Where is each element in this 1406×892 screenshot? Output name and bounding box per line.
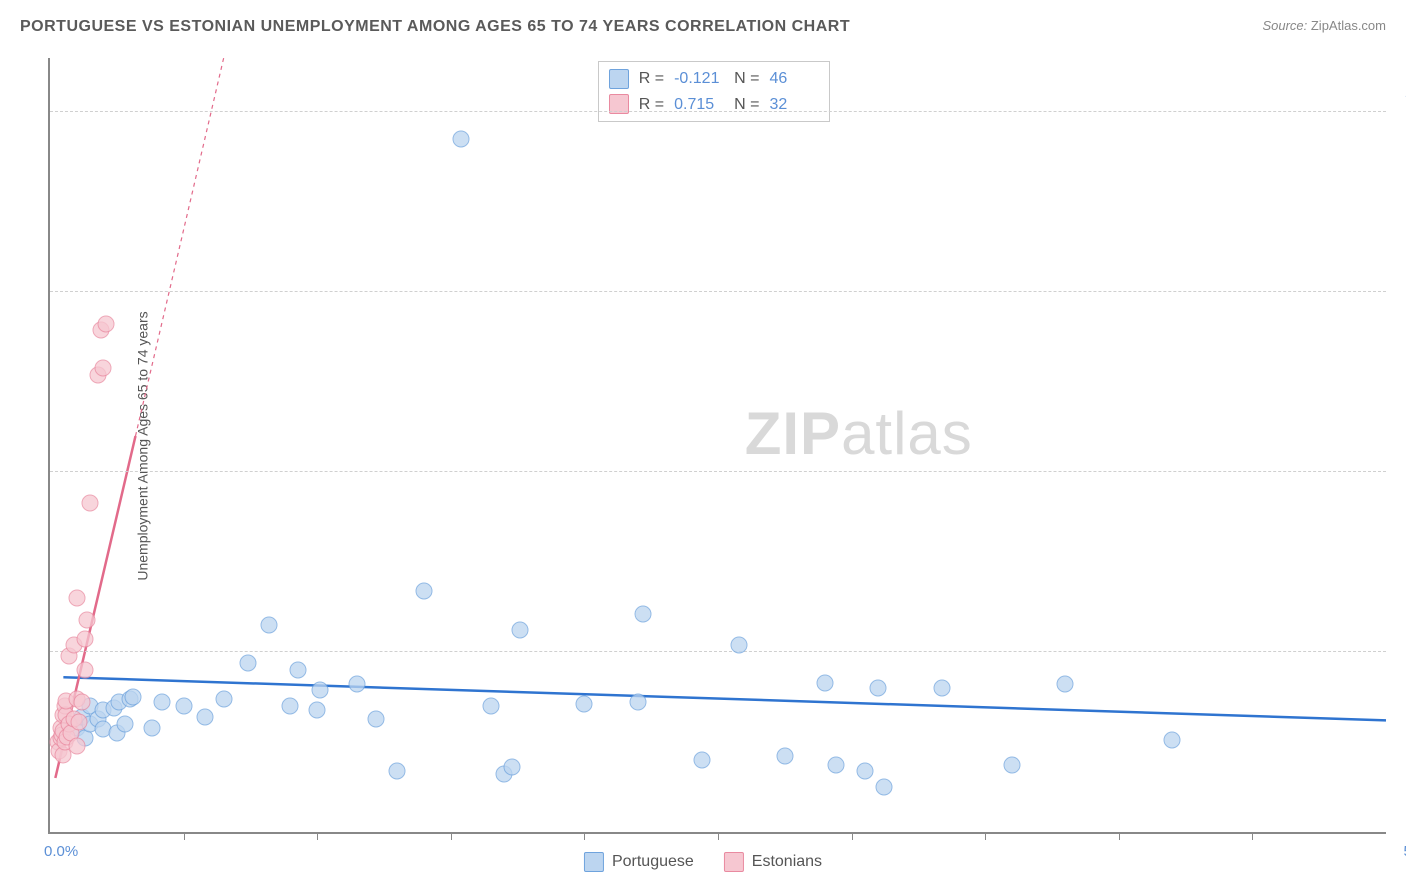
data-point [82, 494, 99, 511]
data-point [453, 131, 470, 148]
source-prefix: Source: [1262, 18, 1310, 33]
y-tick-label: 30.0% [1393, 267, 1406, 284]
stats-row: R = 0.715 N = 32 [609, 92, 820, 118]
series-swatch [609, 69, 629, 89]
data-point [309, 701, 326, 718]
r-label: R = [639, 66, 664, 92]
data-point [68, 590, 85, 607]
n-value: 32 [769, 92, 819, 118]
watermark: ZIPatlas [745, 399, 973, 468]
data-point [71, 714, 88, 731]
x-tick [317, 832, 318, 840]
x-tick [584, 832, 585, 840]
y-tick-label: 20.0% [1393, 447, 1406, 464]
r-value: -0.121 [674, 66, 724, 92]
data-point [290, 662, 307, 679]
watermark-rest: atlas [841, 400, 973, 467]
data-point [576, 696, 593, 713]
data-point [504, 759, 521, 776]
data-point [827, 757, 844, 774]
data-point [934, 680, 951, 697]
chart-title: PORTUGUESE VS ESTONIAN UNEMPLOYMENT AMON… [20, 18, 850, 36]
legend-item: Portuguese [584, 852, 694, 872]
legend-swatch [584, 852, 604, 872]
data-point [79, 611, 96, 628]
data-point [154, 694, 171, 711]
data-point [349, 676, 366, 693]
x-tick [985, 832, 986, 840]
n-label: N = [734, 92, 759, 118]
stats-row: R = -0.121 N = 46 [609, 66, 820, 92]
y-tick-label: 10.0% [1393, 627, 1406, 644]
gridline [50, 291, 1386, 292]
x-tick [184, 832, 185, 840]
data-point [416, 582, 433, 599]
r-label: R = [639, 92, 664, 118]
data-point [512, 622, 529, 639]
x-tick [1252, 832, 1253, 840]
data-point [870, 680, 887, 697]
source-label: Source: ZipAtlas.com [1262, 18, 1386, 33]
data-point [261, 617, 278, 634]
data-point [635, 606, 652, 623]
source-site: ZipAtlas.com [1311, 18, 1386, 33]
gridline [50, 111, 1386, 112]
data-point [776, 748, 793, 765]
data-point [693, 752, 710, 769]
data-point [367, 710, 384, 727]
data-point [856, 762, 873, 779]
data-point [482, 698, 499, 715]
x-tick-label: 0.0% [44, 843, 78, 860]
data-point [311, 681, 328, 698]
legend-label: Estonians [752, 853, 822, 871]
n-label: N = [734, 66, 759, 92]
data-point [175, 698, 192, 715]
data-point [816, 674, 833, 691]
stats-legend: R = -0.121 N = 46 R = 0.715 N = 32 [598, 61, 831, 122]
data-point [76, 662, 93, 679]
gridline [50, 471, 1386, 472]
legend-item: Estonians [724, 852, 822, 872]
x-tick [852, 832, 853, 840]
bottom-legend: Portuguese Estonians [584, 852, 822, 872]
data-point [239, 654, 256, 671]
data-point [629, 694, 646, 711]
data-point [1057, 676, 1074, 693]
data-point [1164, 732, 1181, 749]
data-point [116, 716, 133, 733]
r-value: 0.715 [674, 92, 724, 118]
data-point [98, 316, 115, 333]
data-point [76, 631, 93, 648]
legend-swatch [724, 852, 744, 872]
legend-label: Portuguese [612, 853, 694, 871]
y-tick-label: 40.0% [1393, 87, 1406, 104]
data-point [731, 636, 748, 653]
x-tick [718, 832, 719, 840]
n-value: 46 [769, 66, 819, 92]
data-point [282, 698, 299, 715]
data-point [124, 689, 141, 706]
data-point [389, 762, 406, 779]
gridline [50, 651, 1386, 652]
data-point [143, 719, 160, 736]
data-point [875, 779, 892, 796]
data-point [95, 359, 112, 376]
data-point [74, 694, 91, 711]
data-point [68, 737, 85, 754]
x-tick [451, 832, 452, 840]
x-tick [1119, 832, 1120, 840]
trend-lines [50, 58, 1386, 832]
data-point [1003, 757, 1020, 774]
plot-area: ZIPatlas R =-0.121N =46R =0.715N =32 10.… [48, 58, 1386, 834]
data-point [215, 690, 232, 707]
data-point [196, 708, 213, 725]
watermark-bold: ZIP [745, 400, 841, 467]
